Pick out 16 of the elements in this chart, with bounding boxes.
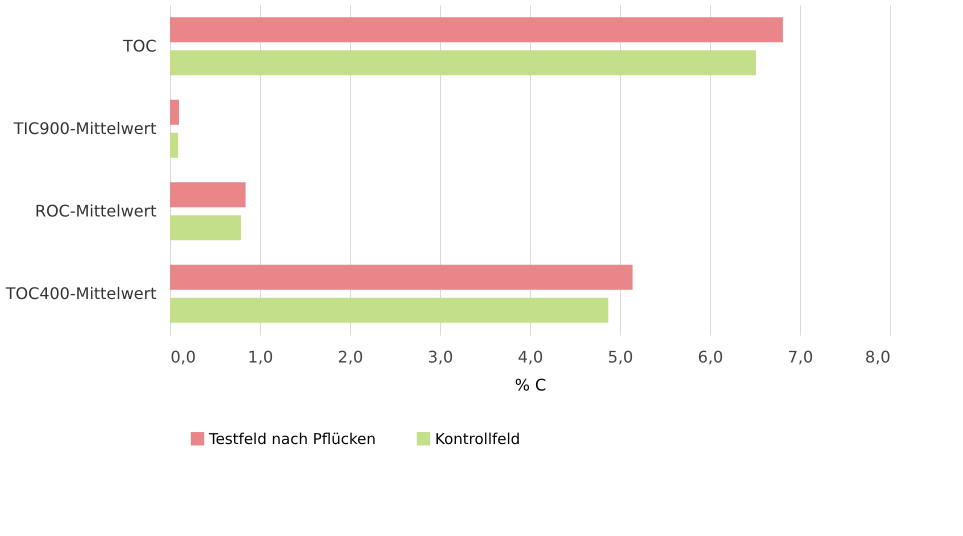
x-tick-label: 8,0	[865, 348, 890, 366]
y-tick-label: TOC	[122, 36, 156, 56]
x-tick-label: 7,0	[788, 348, 814, 366]
x-tick-label: 2,0	[338, 348, 364, 366]
y-tick-label: ROC-Mittelwert	[34, 201, 156, 220]
legend-label: Testfeld nach Pflücken	[208, 430, 376, 448]
x-axis-title: % C	[514, 376, 546, 394]
y-tick-label: TOC400-Mittelwert	[4, 284, 156, 303]
legend-label: Kontrollfeld	[435, 430, 520, 448]
x-tick-label: 3,0	[428, 348, 454, 366]
x-tick-label: 5,0	[608, 348, 634, 366]
x-tick-label: 1,0	[248, 348, 274, 366]
x-tick-label: 4,0	[518, 348, 544, 366]
x-tick-label: 6,0	[698, 348, 724, 366]
x-tick-label: 0,0	[170, 348, 196, 366]
y-tick-label: TIC900-Mittelwert	[12, 118, 156, 138]
